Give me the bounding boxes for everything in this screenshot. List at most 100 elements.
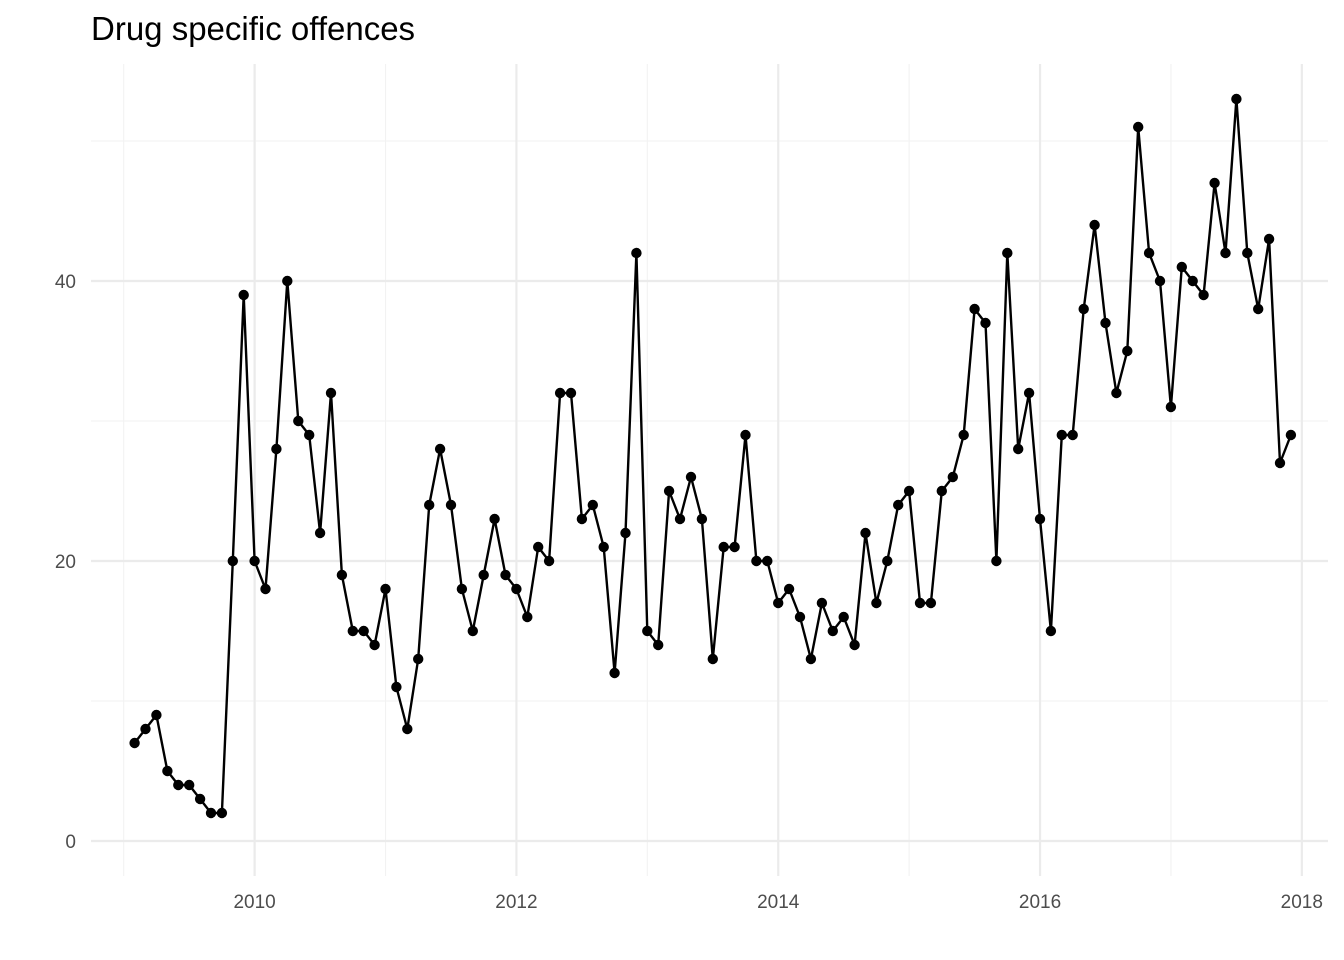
data-point bbox=[718, 541, 729, 553]
data-point bbox=[293, 415, 304, 427]
data-point bbox=[304, 429, 315, 441]
y-axis-tick-labels: 0 20 40 bbox=[55, 272, 76, 853]
data-point bbox=[162, 765, 173, 777]
data-points bbox=[129, 93, 1297, 819]
data-point bbox=[533, 541, 544, 553]
data-point bbox=[413, 653, 424, 665]
data-point bbox=[1002, 247, 1013, 259]
data-point bbox=[620, 527, 631, 539]
data-point bbox=[1263, 233, 1275, 245]
data-point bbox=[467, 625, 478, 637]
data-point bbox=[794, 611, 806, 623]
data-point bbox=[314, 527, 326, 539]
major-gridlines bbox=[91, 64, 1328, 876]
data-point bbox=[205, 807, 217, 819]
data-point bbox=[522, 611, 533, 623]
data-point bbox=[1187, 275, 1198, 287]
data-point bbox=[140, 723, 151, 735]
data-point bbox=[1078, 303, 1089, 315]
data-point bbox=[1045, 625, 1057, 637]
data-point bbox=[478, 569, 489, 581]
data-point bbox=[500, 569, 511, 581]
data-point bbox=[216, 807, 228, 819]
data-point bbox=[194, 793, 206, 805]
data-point bbox=[587, 499, 598, 511]
x-tick-label: 2012 bbox=[495, 892, 537, 913]
data-point bbox=[707, 653, 718, 665]
data-point bbox=[1089, 219, 1100, 231]
y-tick-label: 0 bbox=[65, 832, 76, 853]
data-point bbox=[489, 513, 500, 525]
data-point bbox=[925, 597, 937, 609]
data-point bbox=[1023, 387, 1035, 399]
data-point bbox=[249, 555, 260, 567]
data-point bbox=[565, 387, 577, 399]
data-point bbox=[773, 597, 784, 609]
data-point bbox=[402, 723, 413, 735]
data-point bbox=[227, 555, 238, 567]
data-point bbox=[969, 303, 980, 315]
data-point bbox=[576, 513, 588, 525]
x-axis-tick-labels: 2010 2012 2014 2016 2018 bbox=[233, 892, 1322, 913]
data-point bbox=[816, 597, 828, 609]
data-point bbox=[358, 625, 369, 637]
data-point bbox=[1165, 401, 1177, 413]
data-point bbox=[369, 639, 380, 651]
data-point bbox=[271, 443, 282, 455]
data-point bbox=[1231, 93, 1242, 105]
data-point bbox=[1209, 177, 1220, 189]
data-point bbox=[1285, 429, 1297, 441]
data-point bbox=[173, 779, 184, 791]
data-point bbox=[1111, 387, 1122, 399]
data-point bbox=[729, 541, 740, 553]
data-point bbox=[642, 625, 653, 637]
data-point bbox=[609, 667, 620, 679]
data-point bbox=[184, 779, 195, 791]
data-point bbox=[445, 499, 457, 511]
data-point bbox=[751, 555, 762, 567]
data-point bbox=[805, 653, 817, 665]
data-point bbox=[783, 583, 795, 595]
series-line bbox=[133, 97, 1293, 815]
data-point bbox=[424, 499, 435, 511]
data-point bbox=[598, 541, 609, 553]
data-point bbox=[336, 569, 348, 581]
data-point bbox=[882, 555, 893, 567]
data-point bbox=[511, 583, 522, 595]
data-point bbox=[260, 583, 271, 595]
y-tick-label: 20 bbox=[55, 552, 76, 573]
data-point bbox=[991, 555, 1002, 567]
data-point bbox=[980, 317, 991, 329]
data-point bbox=[1198, 289, 1209, 301]
data-point bbox=[849, 639, 860, 651]
data-point bbox=[1067, 429, 1078, 441]
data-point bbox=[674, 513, 686, 525]
data-point bbox=[914, 597, 926, 609]
data-point bbox=[696, 513, 708, 525]
data-point bbox=[860, 527, 871, 539]
data-point bbox=[1056, 429, 1068, 441]
data-point bbox=[151, 709, 162, 721]
data-point bbox=[936, 485, 947, 497]
data-point bbox=[685, 471, 697, 483]
data-point bbox=[1274, 457, 1286, 469]
data-point bbox=[1034, 513, 1046, 525]
data-point bbox=[347, 625, 358, 637]
data-point bbox=[838, 611, 849, 623]
data-point bbox=[554, 387, 566, 399]
x-tick-label: 2016 bbox=[1019, 892, 1061, 913]
data-point bbox=[1133, 121, 1144, 133]
data-point bbox=[391, 681, 402, 693]
data-point bbox=[1013, 443, 1024, 455]
x-tick-label: 2018 bbox=[1281, 892, 1323, 913]
y-tick-label: 40 bbox=[55, 272, 76, 293]
data-point bbox=[871, 597, 882, 609]
data-point bbox=[740, 429, 751, 441]
data-point bbox=[1242, 247, 1253, 259]
data-point bbox=[325, 387, 337, 399]
x-tick-label: 2010 bbox=[233, 892, 275, 913]
chart-title: Drug specific offences bbox=[91, 10, 415, 47]
data-point bbox=[380, 583, 391, 595]
data-point bbox=[129, 737, 140, 749]
